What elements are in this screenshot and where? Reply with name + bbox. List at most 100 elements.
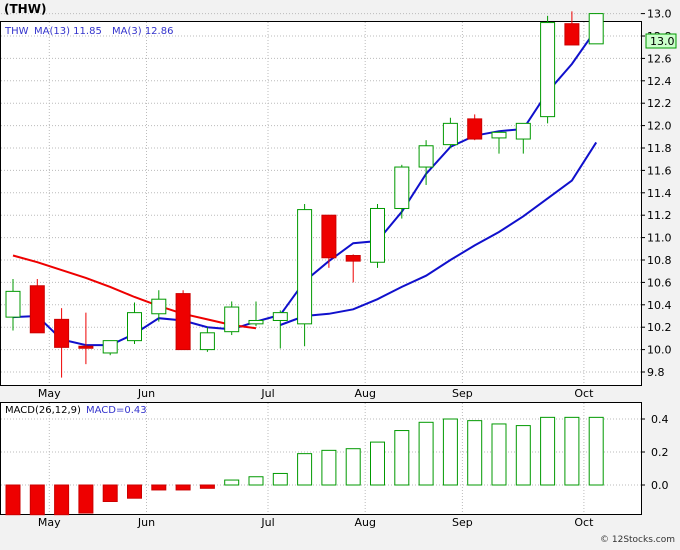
- price-y-tick-label: 13.0: [647, 8, 672, 21]
- macd-bar-negative: [102, 484, 118, 502]
- candle-up: [588, 13, 604, 45]
- price-x-tick-label: May: [38, 387, 61, 400]
- price-grid: [1, 13, 645, 385]
- candle-up: [540, 15, 556, 124]
- candle-body: [321, 214, 337, 259]
- macd-bar-positive: [515, 425, 531, 486]
- macd-bar-positive: [345, 448, 361, 486]
- macd-legend-label: MACD(26,12,9): [5, 405, 81, 416]
- footer-credit: © 12Stocks.com: [600, 535, 675, 545]
- candle-up: [151, 290, 167, 322]
- legend-ma3: MA(3) 12.86: [112, 26, 173, 37]
- macd-x-tick-label: Aug: [354, 516, 375, 529]
- macd-bar-negative: [5, 484, 21, 516]
- candle-body: [272, 312, 288, 321]
- candle-up: [418, 140, 434, 185]
- price-x-tick-label: Aug: [354, 387, 375, 400]
- price-y-tick-label: 10.6: [647, 276, 672, 289]
- macd-bar-positive: [588, 416, 604, 486]
- macd-bar-positive: [370, 441, 385, 486]
- candle-down: [467, 114, 483, 141]
- candle-up: [102, 340, 118, 356]
- axis-labels: 9.8 10.0 10.2 10.4 10.6 10.8 11.0 11.2 11.4 11.6 1…: [38, 8, 672, 529]
- candle-body: [297, 209, 313, 325]
- candle-up: [224, 301, 240, 336]
- candle-up: [5, 279, 21, 331]
- price-x-tick-label: Oct: [574, 387, 594, 400]
- candle-body: [199, 332, 215, 351]
- candle-down: [54, 308, 70, 378]
- macd-bar-positive: [491, 423, 507, 486]
- macd-x-tick-label: Jun: [137, 516, 155, 529]
- candle-body: [588, 13, 604, 45]
- macd-bar-positive: [467, 420, 483, 486]
- price-y-tick-label: 10.8: [647, 254, 672, 267]
- candle-body: [102, 340, 118, 354]
- price-y-tick-label: 10.2: [647, 321, 672, 334]
- price-y-tick-label: 10.0: [647, 344, 672, 357]
- macd-bar-positive: [272, 472, 288, 486]
- price-y-tick-label: 10.4: [647, 299, 672, 312]
- candle-body: [394, 166, 410, 209]
- candle-up: [515, 122, 531, 154]
- price-x-tick-label: Jun: [137, 387, 155, 400]
- macd-bar-positive: [442, 418, 458, 486]
- candle-up: [491, 131, 507, 154]
- price-y-tick-label: 9.8: [647, 366, 665, 379]
- candle-down: [564, 11, 580, 46]
- last-price-label: 13.0: [650, 35, 675, 48]
- candle-body: [515, 122, 531, 140]
- macd-bar-negative: [127, 484, 142, 499]
- candle-body: [151, 298, 167, 315]
- candle-body: [491, 131, 507, 139]
- candle-down: [78, 312, 94, 365]
- legend-ma13: MA(13) 11.85: [34, 26, 102, 37]
- candle-body: [127, 312, 142, 342]
- macd-bar-negative: [54, 484, 70, 516]
- macd-grid: [1, 403, 645, 514]
- macd-bar-positive: [297, 453, 313, 486]
- macd-bar-negative: [78, 484, 94, 514]
- candle-up: [297, 204, 313, 347]
- candle-body: [540, 22, 556, 118]
- macd-bar-positive: [321, 449, 337, 486]
- chart-title: (THW): [4, 2, 46, 16]
- candle-body: [248, 319, 264, 325]
- candle-down: [175, 290, 191, 351]
- candle-body: [5, 290, 21, 318]
- macd-bar-negative: [199, 484, 215, 489]
- ma13-line: [279, 141, 598, 326]
- price-panel: [0, 21, 642, 386]
- macd-bar-negative: [29, 484, 45, 516]
- candle-up: [272, 310, 288, 349]
- price-y-tick-label: 12.4: [647, 75, 672, 88]
- candle-up: [370, 204, 385, 268]
- candle-body: [175, 293, 191, 351]
- candle-up: [248, 301, 264, 327]
- candle-body: [345, 255, 361, 262]
- candle-up: [127, 302, 142, 344]
- candle-body: [442, 122, 458, 146]
- price-y-tick-label: 12.6: [647, 52, 672, 65]
- macd-bar-positive: [540, 416, 556, 486]
- candle-up: [442, 117, 458, 148]
- candle-body: [467, 118, 483, 140]
- macd-legend-value: MACD=0.43: [86, 405, 147, 416]
- price-marks: [5, 11, 604, 378]
- macd-bar-positive: [224, 479, 240, 486]
- candle-down: [29, 279, 45, 334]
- candle-down: [321, 214, 337, 268]
- macd-y-tick-label: 0.2: [651, 446, 669, 459]
- price-y-tick-label: 11.4: [647, 187, 672, 200]
- candle-up: [394, 164, 410, 219]
- macd-x-tick-label: Oct: [574, 516, 594, 529]
- macd-x-tick-label: May: [38, 516, 61, 529]
- macd-bar-positive: [248, 476, 264, 486]
- early-ma-line: [12, 254, 257, 330]
- candle-body: [224, 306, 240, 333]
- price-y-tick-label: 11.2: [647, 209, 672, 222]
- price-y-tick-label: 11.0: [647, 232, 672, 245]
- price-y-tick-label: 12.2: [647, 97, 672, 110]
